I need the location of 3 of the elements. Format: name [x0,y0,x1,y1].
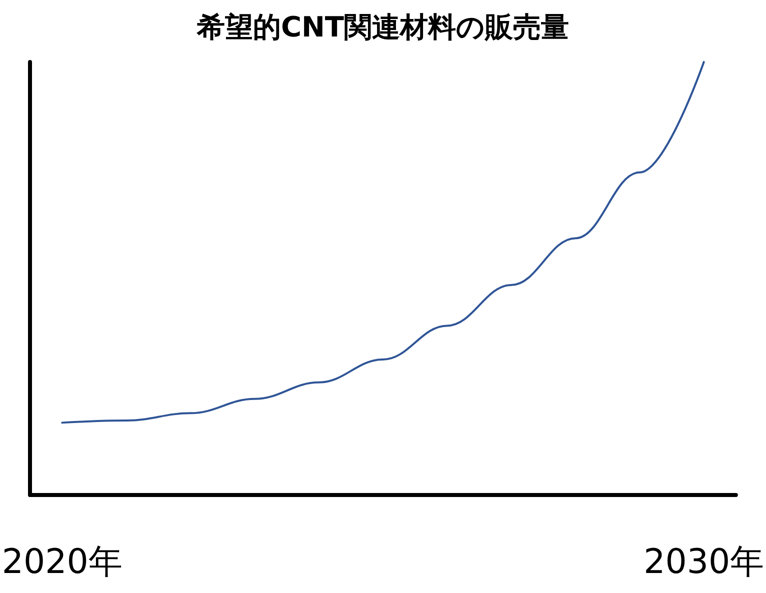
x-tick-label: 2030年 [644,542,764,582]
chart-title: 希望的CNT関連材料の販売量 [196,10,570,44]
x-tick-label: 2020年 [2,542,122,582]
